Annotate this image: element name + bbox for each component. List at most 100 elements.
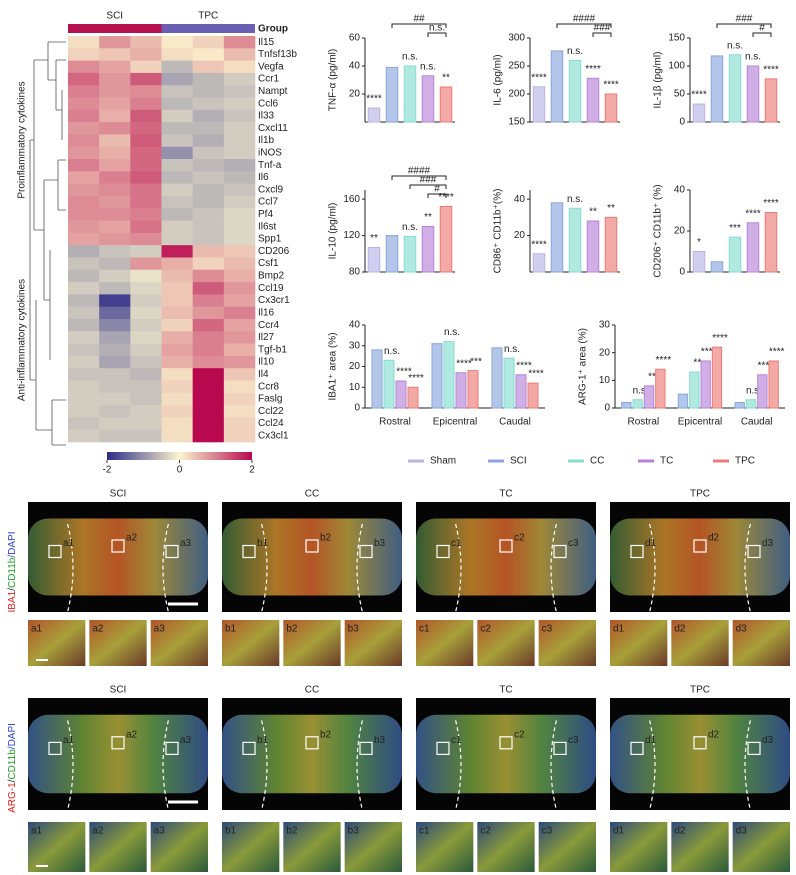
heat-cell xyxy=(130,269,162,283)
group-name: SCI xyxy=(106,11,123,22)
significance: **** xyxy=(531,72,547,83)
bar xyxy=(764,78,778,123)
significance: n.s. xyxy=(402,52,418,63)
heat-cell xyxy=(192,60,225,74)
bracket-label: ## xyxy=(413,14,425,25)
heat-cell xyxy=(68,48,100,61)
heat-cell xyxy=(130,220,162,234)
heat-cell xyxy=(68,208,100,221)
y-tick-label: 0 xyxy=(679,117,685,128)
heat-cell xyxy=(68,269,100,283)
bar xyxy=(431,343,443,409)
bar xyxy=(403,65,417,123)
stain-part: /DAPI xyxy=(7,723,18,749)
zoom-label: b3 xyxy=(348,624,360,635)
lesion-border xyxy=(455,720,462,811)
zoom-image xyxy=(89,620,147,666)
heat-cell xyxy=(192,134,225,148)
heat-cell xyxy=(130,36,162,49)
heat-cell xyxy=(68,368,100,381)
zoom-label: a3 xyxy=(154,624,166,635)
heat-cell xyxy=(161,294,193,307)
roi-label: a2 xyxy=(126,533,138,544)
significance: **** xyxy=(691,90,707,101)
roi-box xyxy=(747,741,761,756)
heat-cell xyxy=(192,318,225,332)
zoom-label: a2 xyxy=(92,826,104,837)
bar xyxy=(692,251,706,273)
heat-cell xyxy=(161,245,193,258)
bar xyxy=(764,212,778,273)
zoom-label: d3 xyxy=(736,826,748,837)
zoom-image xyxy=(610,620,668,666)
bar xyxy=(407,386,419,409)
bar xyxy=(711,346,723,409)
lesion-border xyxy=(550,523,557,613)
significance: *** xyxy=(729,223,741,234)
heat-cell xyxy=(68,294,100,307)
row-label: Il27 xyxy=(258,332,275,343)
bar xyxy=(367,107,381,123)
zoom-label: a3 xyxy=(154,826,166,837)
heat-cell xyxy=(161,183,193,197)
colorbar xyxy=(107,452,252,460)
zoom-label: c1 xyxy=(419,826,430,837)
significance: **** xyxy=(763,65,779,76)
heat-cell xyxy=(223,220,256,234)
roi-box xyxy=(630,544,644,559)
roi-label: a3 xyxy=(180,735,192,746)
lesion-border xyxy=(162,523,169,613)
roi-label: d2 xyxy=(708,533,720,544)
heat-cell xyxy=(192,109,225,123)
significance: n.s. xyxy=(746,385,762,396)
heat-cell xyxy=(99,146,131,160)
row-label: Cxcl11 xyxy=(258,123,288,134)
roi-box xyxy=(693,539,707,553)
zoom-label: d2 xyxy=(674,826,686,837)
heat-cell xyxy=(68,245,100,258)
heat-cell xyxy=(192,306,225,320)
zoom-image xyxy=(222,620,280,666)
heat-cell xyxy=(161,232,193,246)
bracket-label: ### xyxy=(594,23,611,34)
heat-cell xyxy=(161,429,193,443)
heat-cell xyxy=(68,60,100,74)
heat-cell xyxy=(192,429,225,443)
heat-cell xyxy=(223,183,256,197)
bar xyxy=(728,54,742,123)
heat-cell xyxy=(130,245,162,258)
heat-cell xyxy=(223,195,256,209)
roi-box xyxy=(359,741,373,756)
tissue xyxy=(222,714,402,794)
heat-cell xyxy=(192,368,225,381)
y-tick-label: 40 xyxy=(349,61,361,72)
heat-cell xyxy=(68,429,100,443)
bracket-label: ### xyxy=(736,14,753,25)
bar xyxy=(757,374,768,409)
bracket xyxy=(716,23,772,28)
x-tick-label: Rostral xyxy=(627,417,659,428)
row-label: Il4 xyxy=(258,369,269,380)
heat-cell xyxy=(223,85,256,98)
row-label: Nampt xyxy=(258,86,288,97)
zoom-label: a1 xyxy=(31,826,43,837)
roi-box xyxy=(242,741,256,756)
heat-cell xyxy=(99,97,131,111)
y-tick-label: 40 xyxy=(514,194,526,205)
roi-label: d2 xyxy=(708,729,720,740)
stain-part: / xyxy=(7,779,18,782)
lesion-border xyxy=(162,720,169,811)
heat-cell xyxy=(223,232,256,246)
bar xyxy=(403,235,417,273)
roi-label: b3 xyxy=(374,538,386,549)
stain-part: CD11b xyxy=(7,557,18,588)
heat-cell xyxy=(161,72,193,86)
heat-cell xyxy=(130,208,162,221)
y-tick-label: 0 xyxy=(604,403,610,414)
roi-box xyxy=(359,544,373,559)
row-label: Ccr4 xyxy=(258,320,280,331)
roi-label: c2 xyxy=(514,729,525,740)
heat-cell xyxy=(223,282,256,295)
heat-cell xyxy=(161,220,193,234)
heat-cell xyxy=(130,109,162,123)
